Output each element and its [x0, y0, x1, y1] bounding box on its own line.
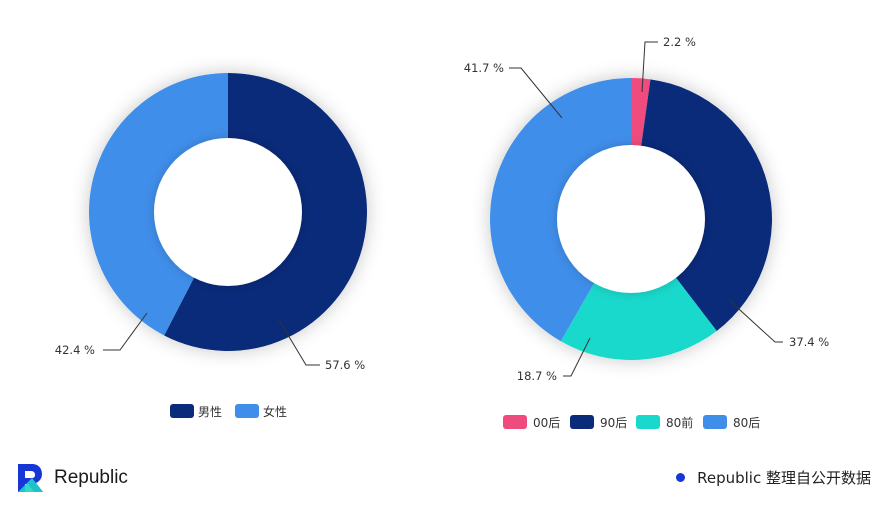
- legend-swatch-90s: [570, 415, 594, 429]
- label-pre80s: 18.7 %: [517, 369, 557, 383]
- gender-donut-chart: 42.4 % 57.6 % 男性 女性: [55, 72, 368, 419]
- label-female: 42.4 %: [55, 343, 95, 357]
- age-donut-hole: [557, 145, 705, 293]
- source-dot-icon: [676, 473, 686, 482]
- legend-label-00s: 00后: [533, 416, 560, 430]
- legend-label-90s: 90后: [600, 416, 627, 430]
- label-80s: 41.7 %: [464, 61, 504, 75]
- leader-line-00s: [641, 41, 658, 93]
- legend-swatch-female: [235, 404, 259, 418]
- label-00s: 2.2 %: [663, 35, 696, 49]
- legend-label-male: 男性: [198, 405, 222, 419]
- legend-label-female: 女性: [263, 404, 287, 419]
- brand-name: Republic: [54, 467, 128, 488]
- republic-logo-icon: [18, 464, 43, 492]
- leader-line-90s: [728, 299, 783, 343]
- age-donut-chart: 2.2 % 41.7 % 37.4 % 18.7 % 00后 90后 80前 8…: [464, 35, 829, 430]
- label-male: 57.6 %: [325, 358, 365, 372]
- legend-swatch-80s: [703, 415, 727, 429]
- legend-swatch-00s: [503, 415, 527, 429]
- gender-legend: 男性 女性: [170, 404, 287, 419]
- legend-swatch-pre80s: [636, 415, 660, 429]
- source-text: Republic 整理自公开数据: [697, 469, 871, 487]
- legend-label-pre80s: 80前: [666, 415, 693, 430]
- leader-line-pre80s: [563, 337, 591, 377]
- leader-line-80s: [509, 67, 563, 119]
- legend-swatch-male: [170, 404, 194, 418]
- label-90s: 37.4 %: [789, 335, 829, 349]
- leader-line-male: [278, 319, 320, 366]
- leader-line-female: [103, 312, 148, 351]
- brand: Republic: [16, 462, 128, 494]
- source-note: Republic 整理自公开数据: [676, 467, 871, 488]
- legend-label-80s: 80后: [733, 416, 760, 430]
- gender-donut-hole: [154, 138, 302, 286]
- age-legend: 00后 90后 80前 80后: [503, 415, 760, 430]
